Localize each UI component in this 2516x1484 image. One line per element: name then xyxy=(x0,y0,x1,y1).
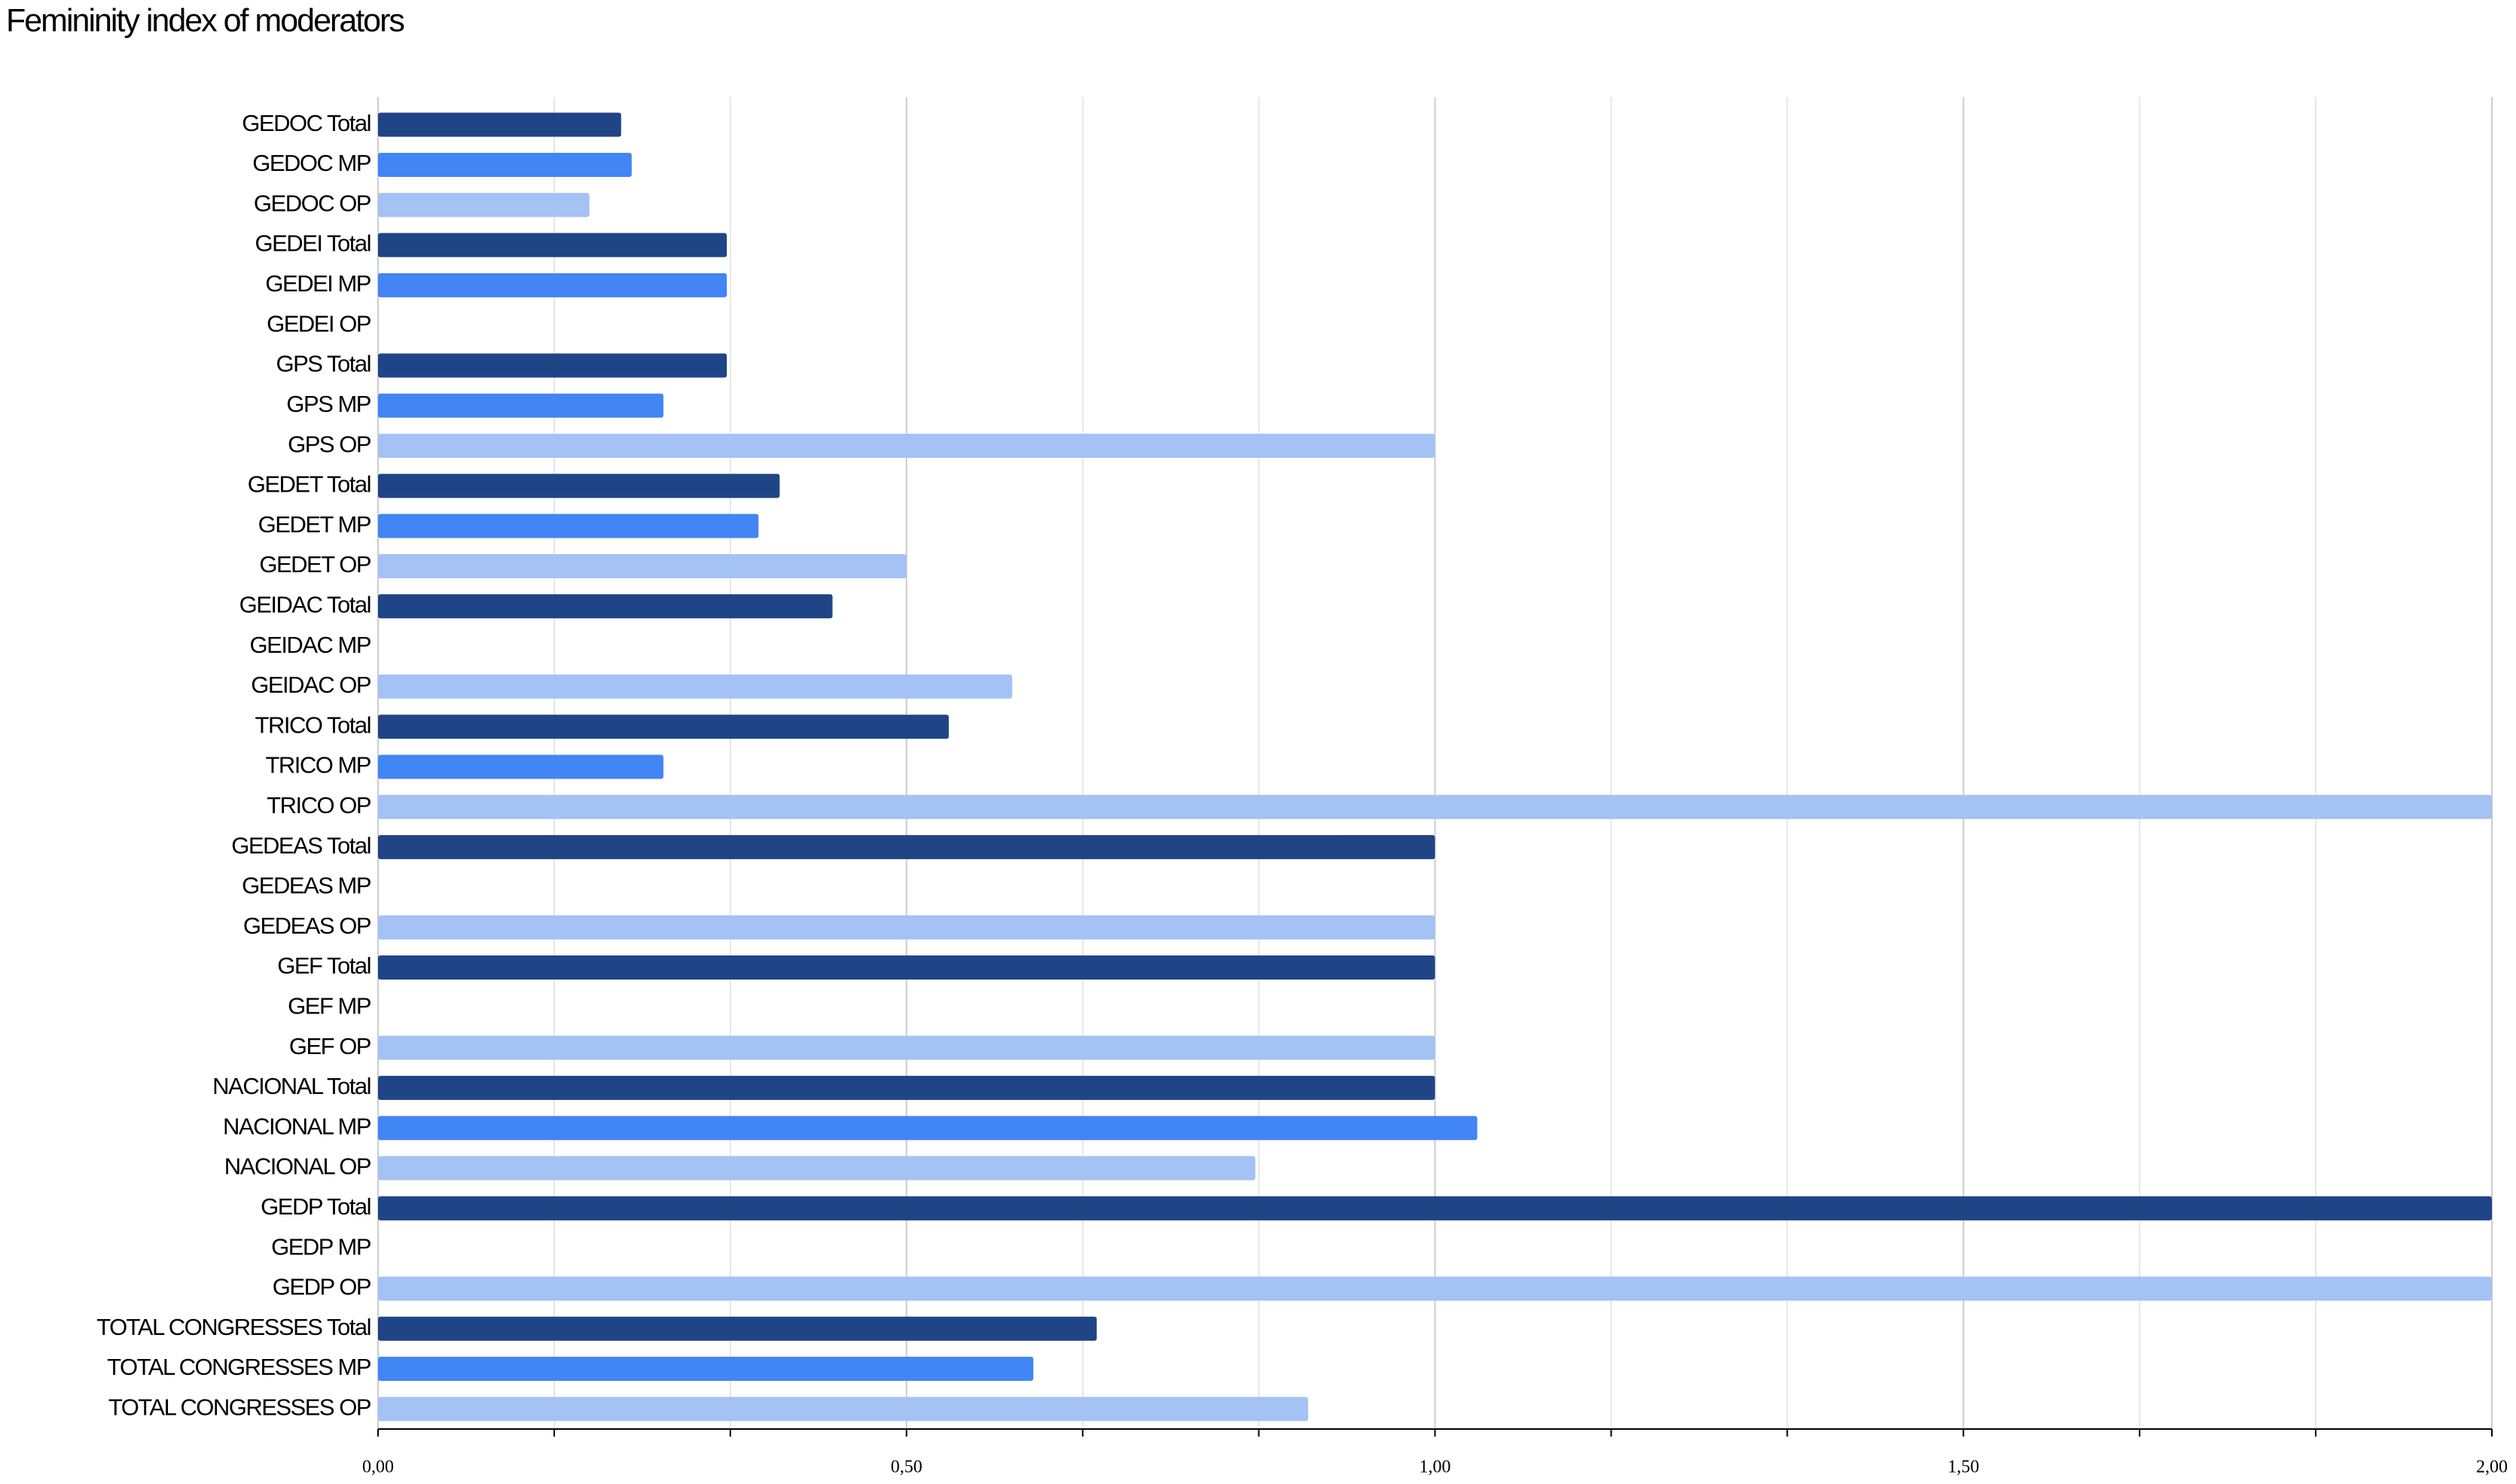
y-tick-label: NACIONAL OP xyxy=(224,1153,371,1180)
bar xyxy=(378,112,621,137)
x-tick-label: 1,00 xyxy=(1420,1458,1451,1477)
x-tick-label: 1,50 xyxy=(1947,1458,1979,1477)
bar xyxy=(378,553,907,578)
y-tick-label: GEF MP xyxy=(288,993,371,1019)
y-tick-label: GEDP MP xyxy=(271,1233,371,1260)
bar xyxy=(378,1397,1309,1422)
bar xyxy=(378,152,632,177)
bar xyxy=(378,835,1435,860)
y-tick-label: TOTAL CONGRESSES MP xyxy=(107,1354,371,1380)
bar xyxy=(378,193,590,218)
y-tick-label: TOTAL CONGRESSES Total xyxy=(96,1314,371,1340)
bar xyxy=(378,794,2492,819)
bar xyxy=(378,1316,1097,1341)
bar xyxy=(378,1276,2492,1301)
bar xyxy=(378,273,727,297)
y-tick-label: GEDET OP xyxy=(259,551,371,577)
y-tick-label: TRICO OP xyxy=(267,792,371,818)
y-tick-label: NACIONAL Total xyxy=(212,1073,371,1099)
bar xyxy=(378,353,727,378)
bar xyxy=(378,1196,2492,1220)
bar xyxy=(378,915,1435,940)
bar xyxy=(378,674,1013,699)
chart-title: Femininity index of moderators xyxy=(6,2,404,38)
y-tick-label: GEDEI MP xyxy=(265,270,371,297)
bar xyxy=(378,594,833,619)
y-tick-label: GEDEI OP xyxy=(267,310,371,337)
y-tick-label: GEDOC OP xyxy=(254,190,371,216)
y-tick-label: GPS OP xyxy=(288,431,371,457)
bar xyxy=(378,513,759,538)
y-tick-label: GEDEAS OP xyxy=(243,913,371,939)
y-tick-label: GEDEI Total xyxy=(255,230,371,257)
bar xyxy=(378,1035,1435,1060)
y-tick-label: GEIDAC MP xyxy=(250,632,371,658)
y-tick-label: GPS Total xyxy=(276,351,371,377)
y-tick-label: GEF OP xyxy=(289,1033,371,1059)
bar xyxy=(378,434,1435,459)
bar xyxy=(378,233,727,257)
x-tick-label: 0,50 xyxy=(891,1458,923,1477)
bar xyxy=(378,715,949,739)
bar xyxy=(378,1357,1034,1382)
bar xyxy=(378,754,663,779)
bar xyxy=(378,955,1435,980)
x-tick-label: 0,00 xyxy=(362,1458,394,1477)
y-tick-label: GEDET Total xyxy=(248,471,371,498)
y-tick-label: GEDEAS MP xyxy=(242,873,371,899)
bar xyxy=(378,393,663,418)
bar xyxy=(378,1075,1435,1100)
y-tick-label: GEDP Total xyxy=(261,1193,371,1220)
y-tick-label: TOTAL CONGRESSES OP xyxy=(108,1394,371,1421)
y-tick-label: GEF Total xyxy=(277,952,371,979)
y-tick-label: GEIDAC Total xyxy=(239,591,371,617)
y-tick-label: GEDOC Total xyxy=(242,110,371,136)
y-tick-label: GEDP OP xyxy=(273,1274,371,1300)
y-tick-label: TRICO MP xyxy=(265,752,371,779)
y-tick-label: GPS MP xyxy=(286,391,371,417)
y-tick-label: NACIONAL MP xyxy=(223,1113,371,1139)
bar xyxy=(378,474,780,498)
y-tick-label: GEDOC MP xyxy=(252,150,371,176)
bar xyxy=(378,1156,1255,1181)
bar xyxy=(378,1116,1478,1141)
y-tick-label: GEDET MP xyxy=(258,511,371,538)
y-tick-label: TRICO Total xyxy=(255,712,371,738)
y-tick-label: GEIDAC OP xyxy=(251,672,371,698)
x-tick-label: 2,00 xyxy=(2476,1458,2508,1477)
y-tick-label: GEDEAS Total xyxy=(231,832,371,858)
